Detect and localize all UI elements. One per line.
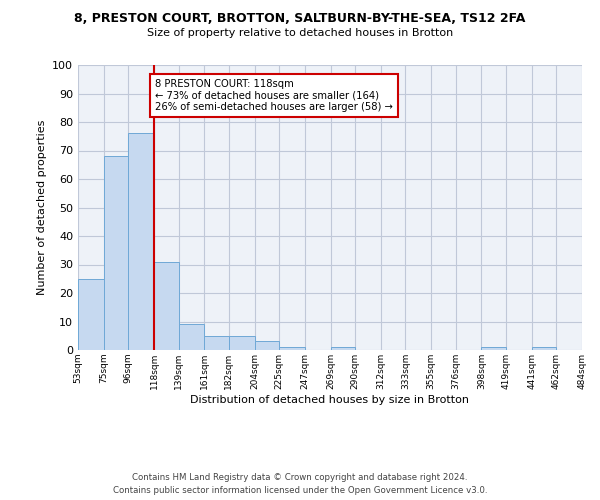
Bar: [104, 156, 128, 350]
Text: 8, PRESTON COURT, BROTTON, SALTBURN-BY-THE-SEA, TS12 2FA: 8, PRESTON COURT, BROTTON, SALTBURN-BY-T…: [74, 12, 526, 26]
Bar: [78, 279, 104, 350]
Bar: [532, 347, 556, 350]
Bar: [204, 336, 229, 350]
Text: Contains HM Land Registry data © Crown copyright and database right 2024.
Contai: Contains HM Land Registry data © Crown c…: [113, 473, 487, 495]
Y-axis label: Number of detached properties: Number of detached properties: [37, 120, 47, 295]
Bar: [128, 134, 154, 350]
Bar: [229, 336, 254, 350]
Bar: [481, 347, 506, 350]
X-axis label: Distribution of detached houses by size in Brotton: Distribution of detached houses by size …: [191, 394, 470, 404]
Bar: [331, 347, 355, 350]
Bar: [279, 347, 305, 350]
Bar: [179, 324, 204, 350]
Text: Size of property relative to detached houses in Brotton: Size of property relative to detached ho…: [147, 28, 453, 38]
Text: 8 PRESTON COURT: 118sqm
← 73% of detached houses are smaller (164)
26% of semi-d: 8 PRESTON COURT: 118sqm ← 73% of detache…: [155, 79, 393, 112]
Bar: [154, 262, 179, 350]
Bar: [254, 342, 279, 350]
